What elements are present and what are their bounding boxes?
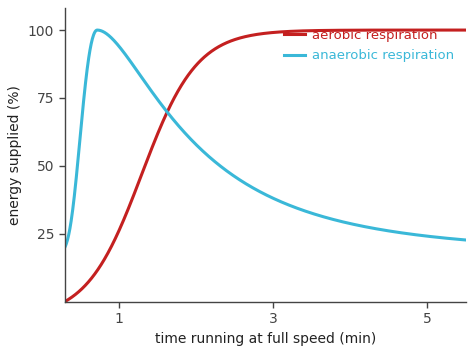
Legend: aerobic respiration, anaerobic respiration: aerobic respiration, anaerobic respirati… [279,24,459,68]
X-axis label: time running at full speed (min): time running at full speed (min) [155,332,376,346]
Y-axis label: energy supplied (%): energy supplied (%) [9,85,22,225]
